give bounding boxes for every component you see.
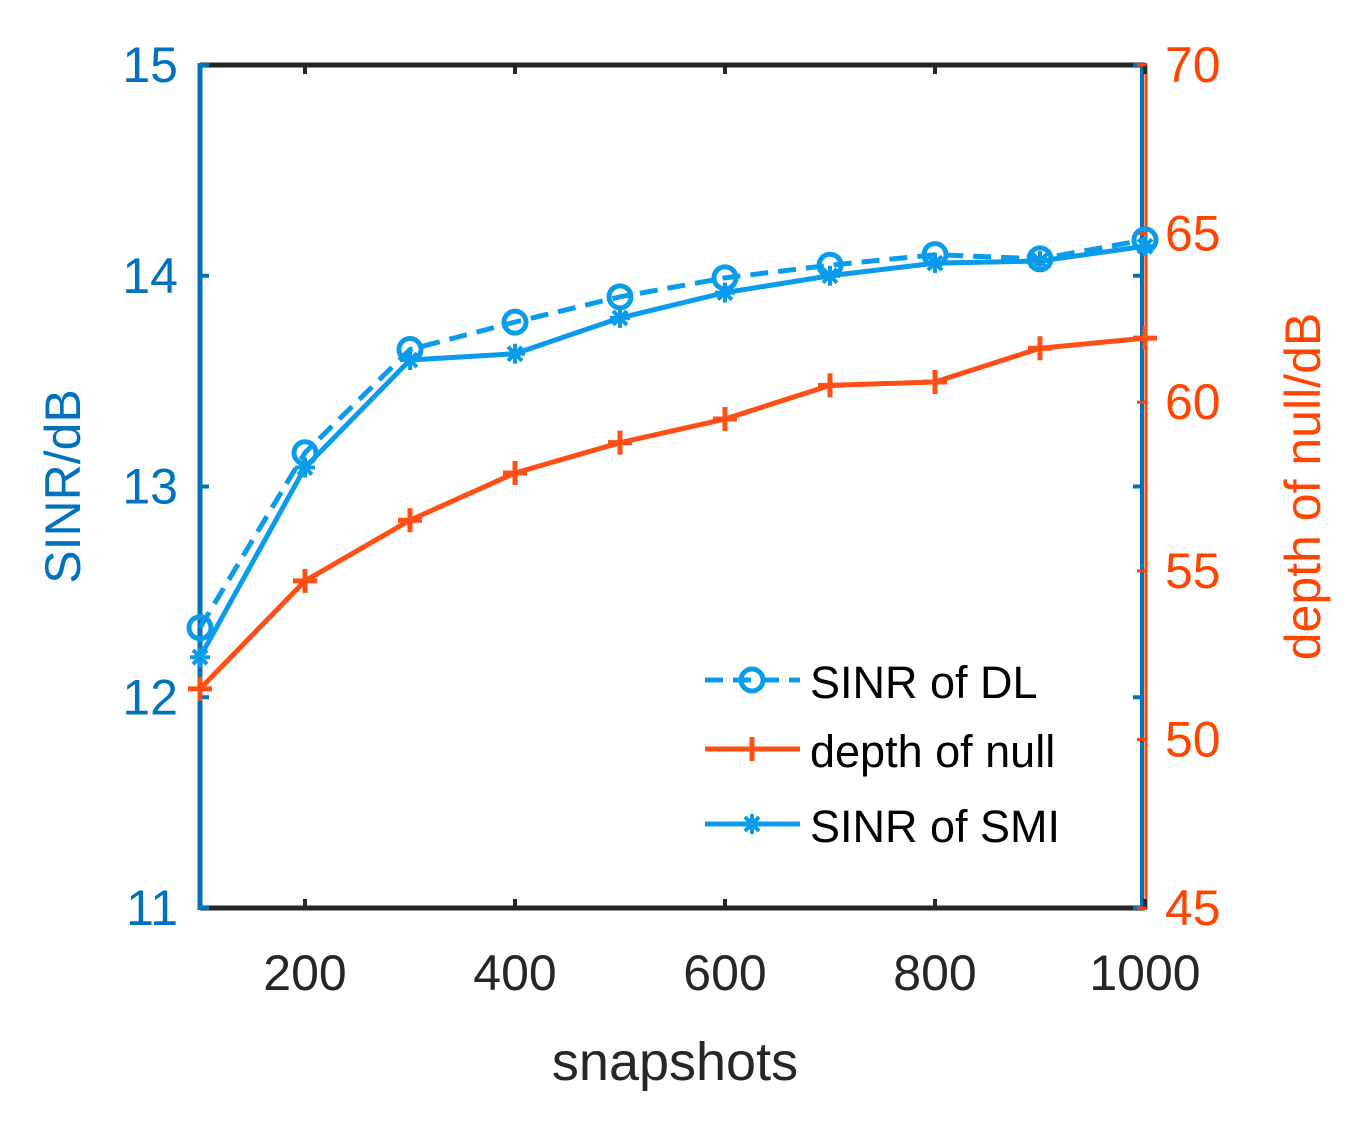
series-point-sinr-of-dl (186, 614, 214, 642)
series-point-depth-of-null (818, 373, 842, 398)
series-point-sinr-of-smi-d (191, 648, 209, 666)
series-line-sinr-of-smi (197, 243, 1146, 659)
legend-marker-shape-shape (738, 666, 766, 694)
series-point-sinr-of-smi (610, 307, 630, 328)
x-tick-label: 400 (473, 945, 556, 1001)
y-right-tick-label: 50 (1165, 711, 1221, 767)
series-point-depth-of-null (608, 430, 632, 455)
legend-marker-shape (740, 737, 764, 761)
series-point-sinr-of-smi (505, 343, 525, 364)
series-point-sinr-of-smi (190, 647, 210, 668)
series-point-sinr-of-smi-d (506, 345, 524, 363)
series-point-sinr-of-dl-shape (396, 336, 424, 364)
y-right-tick-label: 55 (1165, 543, 1221, 599)
series-point-depth-of-null (293, 568, 317, 593)
y-right-tick-label: 65 (1165, 206, 1221, 262)
x-axis-label: snapshots (552, 1032, 798, 1092)
series-point-depth-of-null (923, 369, 947, 394)
series-point-sinr-of-dl-shape (501, 308, 529, 336)
series-point-depth-of-null (188, 676, 212, 701)
y-right-tick-label: 60 (1165, 374, 1221, 430)
series-point-sinr-of-dl (501, 308, 529, 336)
series-point-sinr-of-dl-shape (1131, 226, 1159, 254)
legend: SINR of DL depth of null SINR of SMI (705, 657, 1060, 852)
y-left-tick-label: 13 (122, 459, 178, 515)
x-tick-label: 800 (893, 945, 976, 1001)
series-point-sinr-of-dl-shape (291, 439, 319, 467)
series-point-sinr-of-dl (1131, 226, 1159, 254)
legend-marker-sinr-of-dl (738, 666, 766, 694)
legend-marker-shape (742, 814, 762, 834)
y-axis-left-label: SINR/dB (35, 389, 91, 584)
x-tick-label: 1000 (1089, 945, 1200, 1001)
legend-label-sinr-of-smi: SINR of SMI (810, 801, 1060, 852)
series-point-sinr-of-dl-shape (606, 283, 634, 311)
series-point-sinr-of-dl-shape (921, 241, 949, 269)
series-point-sinr-of-dl (291, 439, 319, 467)
series-point-sinr-of-dl-shape (816, 251, 844, 279)
series-point-sinr-of-smi-d (926, 254, 944, 272)
legend-marker-depth-of-null (740, 737, 764, 761)
y-left-tick-label: 15 (122, 37, 178, 93)
series-point-sinr-of-dl-shape (1026, 245, 1054, 273)
axes-layer: 200 400 600 800 1000 11 12 13 14 15 45 50 55 60 65 70 (122, 37, 1220, 1001)
legend-marker-sinr-of-smi (742, 814, 762, 834)
series-point-depth-of-null (1028, 336, 1052, 361)
y-left-tick-label: 14 (122, 248, 178, 304)
series-point-sinr-of-dl (396, 336, 424, 364)
y-left-tick-label: 12 (122, 669, 178, 725)
series-layer (186, 226, 1159, 701)
series-point-depth-of-null (713, 407, 737, 432)
series-line-depth-of-null (198, 335, 1146, 691)
series-point-depth-of-null (398, 508, 422, 533)
y-right-tick-label: 70 (1165, 37, 1221, 93)
y-axis-right-label: depth of null/dB (1275, 313, 1331, 661)
series-point-sinr-of-dl (1026, 245, 1054, 273)
series-point-sinr-of-dl (816, 251, 844, 279)
series-point-sinr-of-dl (711, 264, 739, 292)
legend-marker-shape-d (743, 815, 761, 833)
series-point-sinr-of-smi-d (611, 309, 629, 327)
x-tick-label: 200 (263, 945, 346, 1001)
series-point-sinr-of-dl (921, 241, 949, 269)
series-point-sinr-of-dl-shape (711, 264, 739, 292)
y-left-tick-label: 11 (126, 880, 178, 936)
series-point-depth-of-null (503, 461, 527, 486)
series-point-sinr-of-dl-shape (186, 614, 214, 642)
x-tick-label: 600 (683, 945, 766, 1001)
legend-label-depth-of-null: depth of null (810, 726, 1055, 777)
legend-marker-shape (738, 666, 766, 694)
legend-label-sinr-of-dl: SINR of DL (810, 657, 1038, 708)
series-point-depth-of-null (1133, 326, 1157, 351)
y-right-tick-label: 45 (1165, 880, 1221, 936)
series-point-sinr-of-dl (606, 283, 634, 311)
series-line-sinr-of-dl (197, 237, 1146, 629)
